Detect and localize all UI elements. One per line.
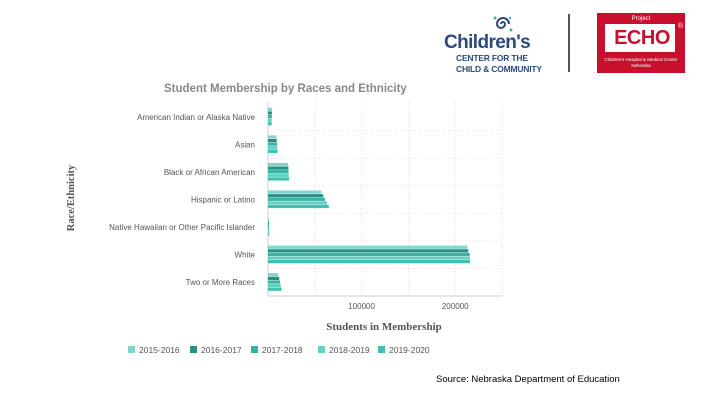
bar: [268, 249, 469, 253]
childrens-logo-name: Children's: [444, 32, 531, 53]
bar: [268, 190, 322, 194]
bar: [268, 287, 282, 291]
x-tick-label: 200000: [442, 302, 469, 311]
bar: [268, 118, 272, 122]
category-labels: American Indian or Alaska Native Asian Bla…: [109, 113, 255, 287]
bar: [268, 256, 470, 260]
echo-wordmark: ECHO ®: [605, 23, 683, 52]
project-echo-logo: Project ECHO ® Children's Hospital & Med…: [597, 13, 685, 73]
category-label: American Indian or Alaska Native: [137, 113, 255, 122]
legend-label: 2016-2017: [201, 345, 242, 355]
bar: [268, 232, 270, 236]
legend-label: 2017-2018: [262, 345, 303, 355]
category-label: Hispanic or Latino: [191, 196, 256, 205]
category-label: Native Hawaiian or Other Pacific Islande…: [109, 223, 255, 232]
legend-label: 2018-2019: [329, 345, 370, 355]
bar: [268, 173, 289, 177]
bar: [268, 276, 280, 281]
bar: [268, 111, 272, 115]
childrens-logo-line2: CHILD & COMMUNITY: [456, 64, 542, 74]
bar: [268, 138, 277, 143]
bar: [268, 194, 324, 198]
bar: [268, 225, 270, 229]
x-axis-label: Students in Membership: [326, 321, 442, 333]
bar: [268, 107, 272, 111]
bar: [268, 201, 327, 205]
bar: [268, 122, 272, 126]
bar: [268, 142, 277, 146]
echo-name: ECHO: [614, 27, 670, 49]
bar: [268, 146, 278, 150]
bar: [268, 218, 270, 222]
bar: [268, 170, 289, 174]
source-note: Source: Nebraska Department of Education: [436, 374, 620, 385]
bar: [268, 135, 277, 139]
bar: [268, 252, 470, 257]
category-label: Two or More Races: [186, 278, 255, 287]
bar: [268, 177, 289, 181]
bar: [268, 221, 270, 225]
category-label: Asian: [235, 140, 255, 149]
bar: [268, 204, 329, 209]
legend-swatch: [378, 346, 385, 353]
legend-label: 2015-2016: [139, 345, 180, 355]
bar: [268, 280, 280, 284]
echo-tagline: Children's Hospital & Medical Center Neb…: [604, 57, 678, 68]
bar: [268, 260, 471, 264]
legend-label: 2019-2020: [389, 345, 430, 355]
bar: [268, 245, 468, 249]
bar: [268, 149, 278, 153]
swirl-icon: [493, 16, 513, 32]
bar: [268, 197, 326, 201]
chart-title: Student Membership by Races and Ethnicit…: [164, 83, 407, 95]
category-label: Black or African American: [164, 168, 255, 177]
legend-swatch: [251, 346, 258, 353]
bar: [268, 273, 279, 277]
legend-swatch: [190, 346, 197, 353]
echo-project-label: Project: [631, 16, 651, 22]
category-label: White: [235, 251, 256, 260]
legend: 2015-2016 2016-2017 2017-2018 2018-2019 2019…: [128, 345, 430, 355]
x-tick-label: 100000: [348, 302, 375, 311]
bar: [268, 228, 270, 233]
bar: [268, 166, 289, 170]
registered-mark: ®: [677, 23, 683, 30]
bar: [268, 284, 281, 288]
bar: [268, 162, 289, 167]
y-axis-label: Race/Ethnicity: [66, 164, 77, 231]
childrens-logo-line1: CENTER FOR THE: [456, 53, 528, 63]
bar: [268, 114, 272, 119]
legend-swatch: [128, 346, 135, 353]
logo-divider: [568, 14, 570, 72]
legend-swatch: [318, 346, 325, 353]
bars: [268, 107, 471, 291]
x-tick-labels: 100000 200000: [348, 302, 469, 311]
childrens-center-logo: Children's CENTER FOR THE CHILD & COMMUN…: [440, 14, 555, 76]
